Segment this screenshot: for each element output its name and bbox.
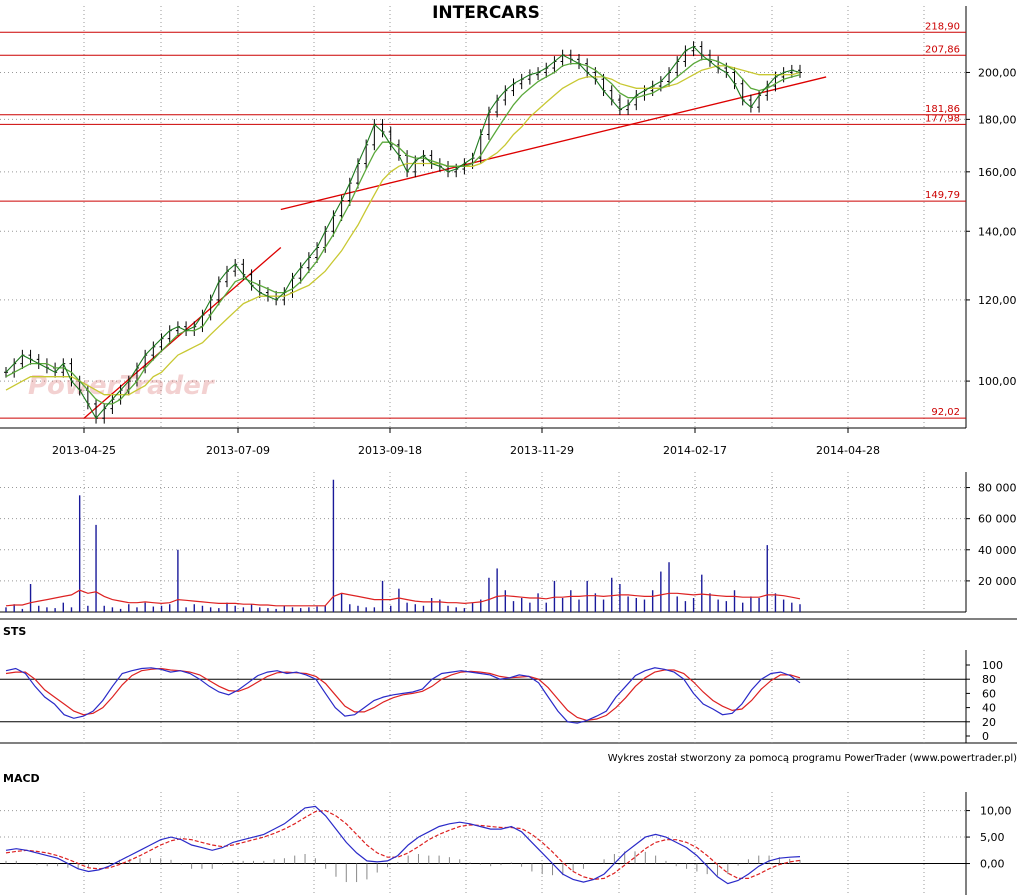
date-tick-label: 2013-09-18	[358, 444, 422, 457]
sts-tick-label: 0	[982, 730, 989, 743]
sts-tick-label: 100	[982, 659, 1003, 672]
moving-averages	[5, 45, 801, 420]
volume-tick-label: 80 000	[978, 482, 1017, 495]
sts-tick-label: 40	[982, 702, 996, 715]
price-level-label: 218,90	[925, 21, 960, 32]
price-tick-label: 100,00	[978, 375, 1017, 388]
price-tick-label: 200,00	[978, 66, 1017, 79]
sts-tick-label: 20	[982, 716, 996, 729]
date-tick-label: 2013-11-29	[510, 444, 574, 457]
ohlc-bars	[4, 41, 802, 424]
price-axis: 100,00 120,00 140,00 160,00 180,00 200,00	[966, 66, 1017, 388]
price-level-label: 149,79	[925, 190, 960, 201]
volume-axis: 20 000 40 000 60 000 80 000	[966, 482, 1017, 588]
trendline	[280, 76, 827, 211]
price-tick-label: 120,00	[978, 294, 1017, 307]
macd-signal-line	[5, 809, 801, 881]
sts-lines	[5, 667, 801, 724]
macd-lines	[5, 805, 801, 885]
date-tick-label: 2014-04-28	[816, 444, 880, 457]
moving-average-mid	[5, 58, 801, 405]
macd-main-line	[5, 805, 801, 885]
volume-bars	[5, 479, 801, 612]
date-tick-label: 2014-02-17	[663, 444, 727, 457]
price-level-label: 207,86	[925, 44, 960, 55]
macd-tick-label: 0,00	[980, 858, 1005, 871]
chart-title: INTERCARS	[432, 3, 540, 23]
moving-average-long	[5, 65, 801, 396]
price-tick-label: 140,00	[978, 225, 1017, 238]
price-level-label: 181,86	[925, 104, 960, 115]
volume-tick-label: 20 000	[978, 575, 1017, 588]
sts-tick-label: 60	[982, 687, 996, 700]
macd-histogram	[5, 851, 801, 883]
sts-panel-grid	[0, 650, 1017, 744]
date-axis: 2013-04-25 2013-07-09 2013-09-18 2013-11-29…	[52, 428, 880, 457]
sts-panel-label: STS	[3, 625, 26, 638]
credit-text: Wykres został stworzony za pomocą progra…	[608, 753, 1017, 764]
date-tick-label: 2013-04-25	[52, 444, 116, 457]
price-panel-grid	[0, 6, 967, 429]
sts-tick-label: 80	[982, 673, 996, 686]
date-tick-label: 2013-07-09	[206, 444, 270, 457]
volume-average-line	[5, 589, 801, 607]
volume-tick-label: 40 000	[978, 544, 1017, 557]
price-tick-label: 180,00	[978, 113, 1017, 126]
volume-tick-label: 60 000	[978, 513, 1017, 526]
moving-average-short	[5, 45, 801, 420]
macd-axis: 0,00 5,00 10,00	[966, 805, 1012, 871]
macd-tick-label: 10,00	[980, 805, 1012, 818]
price-level-label: 177,98	[925, 113, 960, 124]
sts-main-line	[5, 667, 801, 724]
macd-panel-label: MACD	[3, 772, 40, 785]
macd-tick-label: 5,00	[980, 831, 1005, 844]
price-level-label: 92,02	[931, 407, 960, 418]
price-tick-label: 160,00	[978, 166, 1017, 179]
